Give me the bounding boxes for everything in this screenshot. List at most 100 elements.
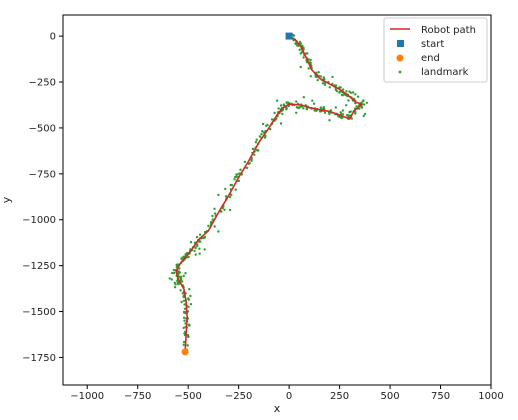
landmark-point <box>341 113 345 116</box>
landmark-point <box>203 248 206 251</box>
landmark-point <box>198 233 202 236</box>
landmark-point <box>245 166 249 170</box>
landmark-point <box>347 114 350 117</box>
landmark-point <box>193 249 196 253</box>
landmark-point <box>298 40 302 44</box>
legend-swatch-end <box>396 54 404 62</box>
x-tick-label: −750 <box>124 391 151 402</box>
landmark-point <box>302 107 305 110</box>
landmark-point <box>279 104 283 107</box>
landmark-point <box>203 236 206 239</box>
legend-swatch-start <box>397 40 404 47</box>
landmark-point <box>239 168 242 171</box>
x-axis-ticks: −1000 −750 −500 −250 0 250 500 750 1000 <box>70 385 504 402</box>
landmark-point <box>168 277 171 280</box>
y-tick-label: −250 <box>29 78 56 89</box>
landmark-point <box>189 241 193 244</box>
landmark-point <box>170 278 173 281</box>
landmark-point <box>183 307 187 310</box>
landmark-point <box>261 130 264 133</box>
landmark-point <box>340 93 344 97</box>
landmark-point <box>237 179 241 183</box>
landmark-point <box>230 193 233 197</box>
landmark-point <box>281 112 284 116</box>
y-axis-label: y <box>0 196 13 203</box>
x-tick-label: 1000 <box>478 391 503 402</box>
landmark-point <box>319 75 322 78</box>
landmark-point <box>179 289 182 292</box>
landmark-point <box>186 344 189 347</box>
y-tick-label: −1250 <box>22 261 56 272</box>
landmark-point <box>362 103 366 106</box>
landmark-point <box>194 246 197 250</box>
landmark-point <box>254 141 258 144</box>
landmark-point <box>266 123 269 127</box>
landmark-point <box>302 46 305 49</box>
x-tick-label: 0 <box>286 391 292 402</box>
landmark-point <box>365 101 368 105</box>
landmark-point <box>217 230 220 233</box>
end-marker <box>181 348 189 356</box>
landmark-point <box>189 294 192 298</box>
landmark-point <box>184 272 187 275</box>
y-tick-label: −1750 <box>22 353 56 364</box>
landmark-point <box>213 212 217 215</box>
landmark-point <box>298 48 301 51</box>
landmark-point <box>182 274 185 278</box>
landmark-point <box>322 106 325 109</box>
landmark-point <box>182 316 186 319</box>
landmark-point <box>302 56 305 59</box>
landmark-point <box>223 208 226 211</box>
landmark-point <box>279 122 283 125</box>
x-tick-label: 250 <box>330 391 349 402</box>
landmark-point <box>331 75 334 79</box>
landmark-point <box>260 133 263 136</box>
landmark-point <box>188 288 191 291</box>
landmark-point <box>198 252 201 255</box>
landmark-point <box>341 109 345 112</box>
landmark-point <box>180 280 184 283</box>
landmark-point <box>180 277 183 281</box>
landmark-point <box>220 210 223 213</box>
y-tick-label: −500 <box>29 123 56 134</box>
landmark-point <box>351 91 355 94</box>
landmark-point <box>181 256 184 259</box>
landmark-point <box>334 106 337 109</box>
landmark-point <box>338 91 341 94</box>
landmark-point <box>312 102 316 105</box>
landmark-point <box>321 82 325 85</box>
landmark-point <box>187 297 190 300</box>
landmark-point <box>176 264 179 267</box>
landmark-point <box>176 279 179 283</box>
landmark-point <box>180 275 183 278</box>
landmark-point <box>295 111 298 115</box>
legend-box <box>383 17 488 83</box>
landmark-point <box>363 112 367 116</box>
landmark-point <box>234 188 237 191</box>
x-tick-label: −250 <box>225 391 252 402</box>
landmark-point <box>292 33 295 37</box>
landmark-point <box>207 224 210 228</box>
landmark-point <box>275 99 279 102</box>
landmark-point <box>273 111 276 115</box>
legend: Robot path start end landmark <box>383 17 488 83</box>
landmark-point <box>360 106 363 109</box>
start-marker <box>285 32 293 40</box>
landmark-point <box>235 173 238 176</box>
landmark-point <box>234 175 237 179</box>
landmark-point <box>171 271 174 275</box>
landmark-point <box>354 93 357 96</box>
landmark-point <box>264 134 267 138</box>
landmark-point <box>347 99 350 102</box>
landmark-point <box>228 195 232 199</box>
landmark-point <box>183 303 186 306</box>
landmark-point <box>183 319 186 322</box>
landmark-point <box>173 286 177 289</box>
x-tick-label: −1000 <box>70 391 104 402</box>
landmark-point <box>349 91 353 95</box>
landmark-point <box>224 187 227 191</box>
landmark-point <box>334 84 338 87</box>
robot-path-line <box>175 35 364 352</box>
x-axis-label: x <box>274 402 281 415</box>
landmark-point <box>217 193 220 197</box>
